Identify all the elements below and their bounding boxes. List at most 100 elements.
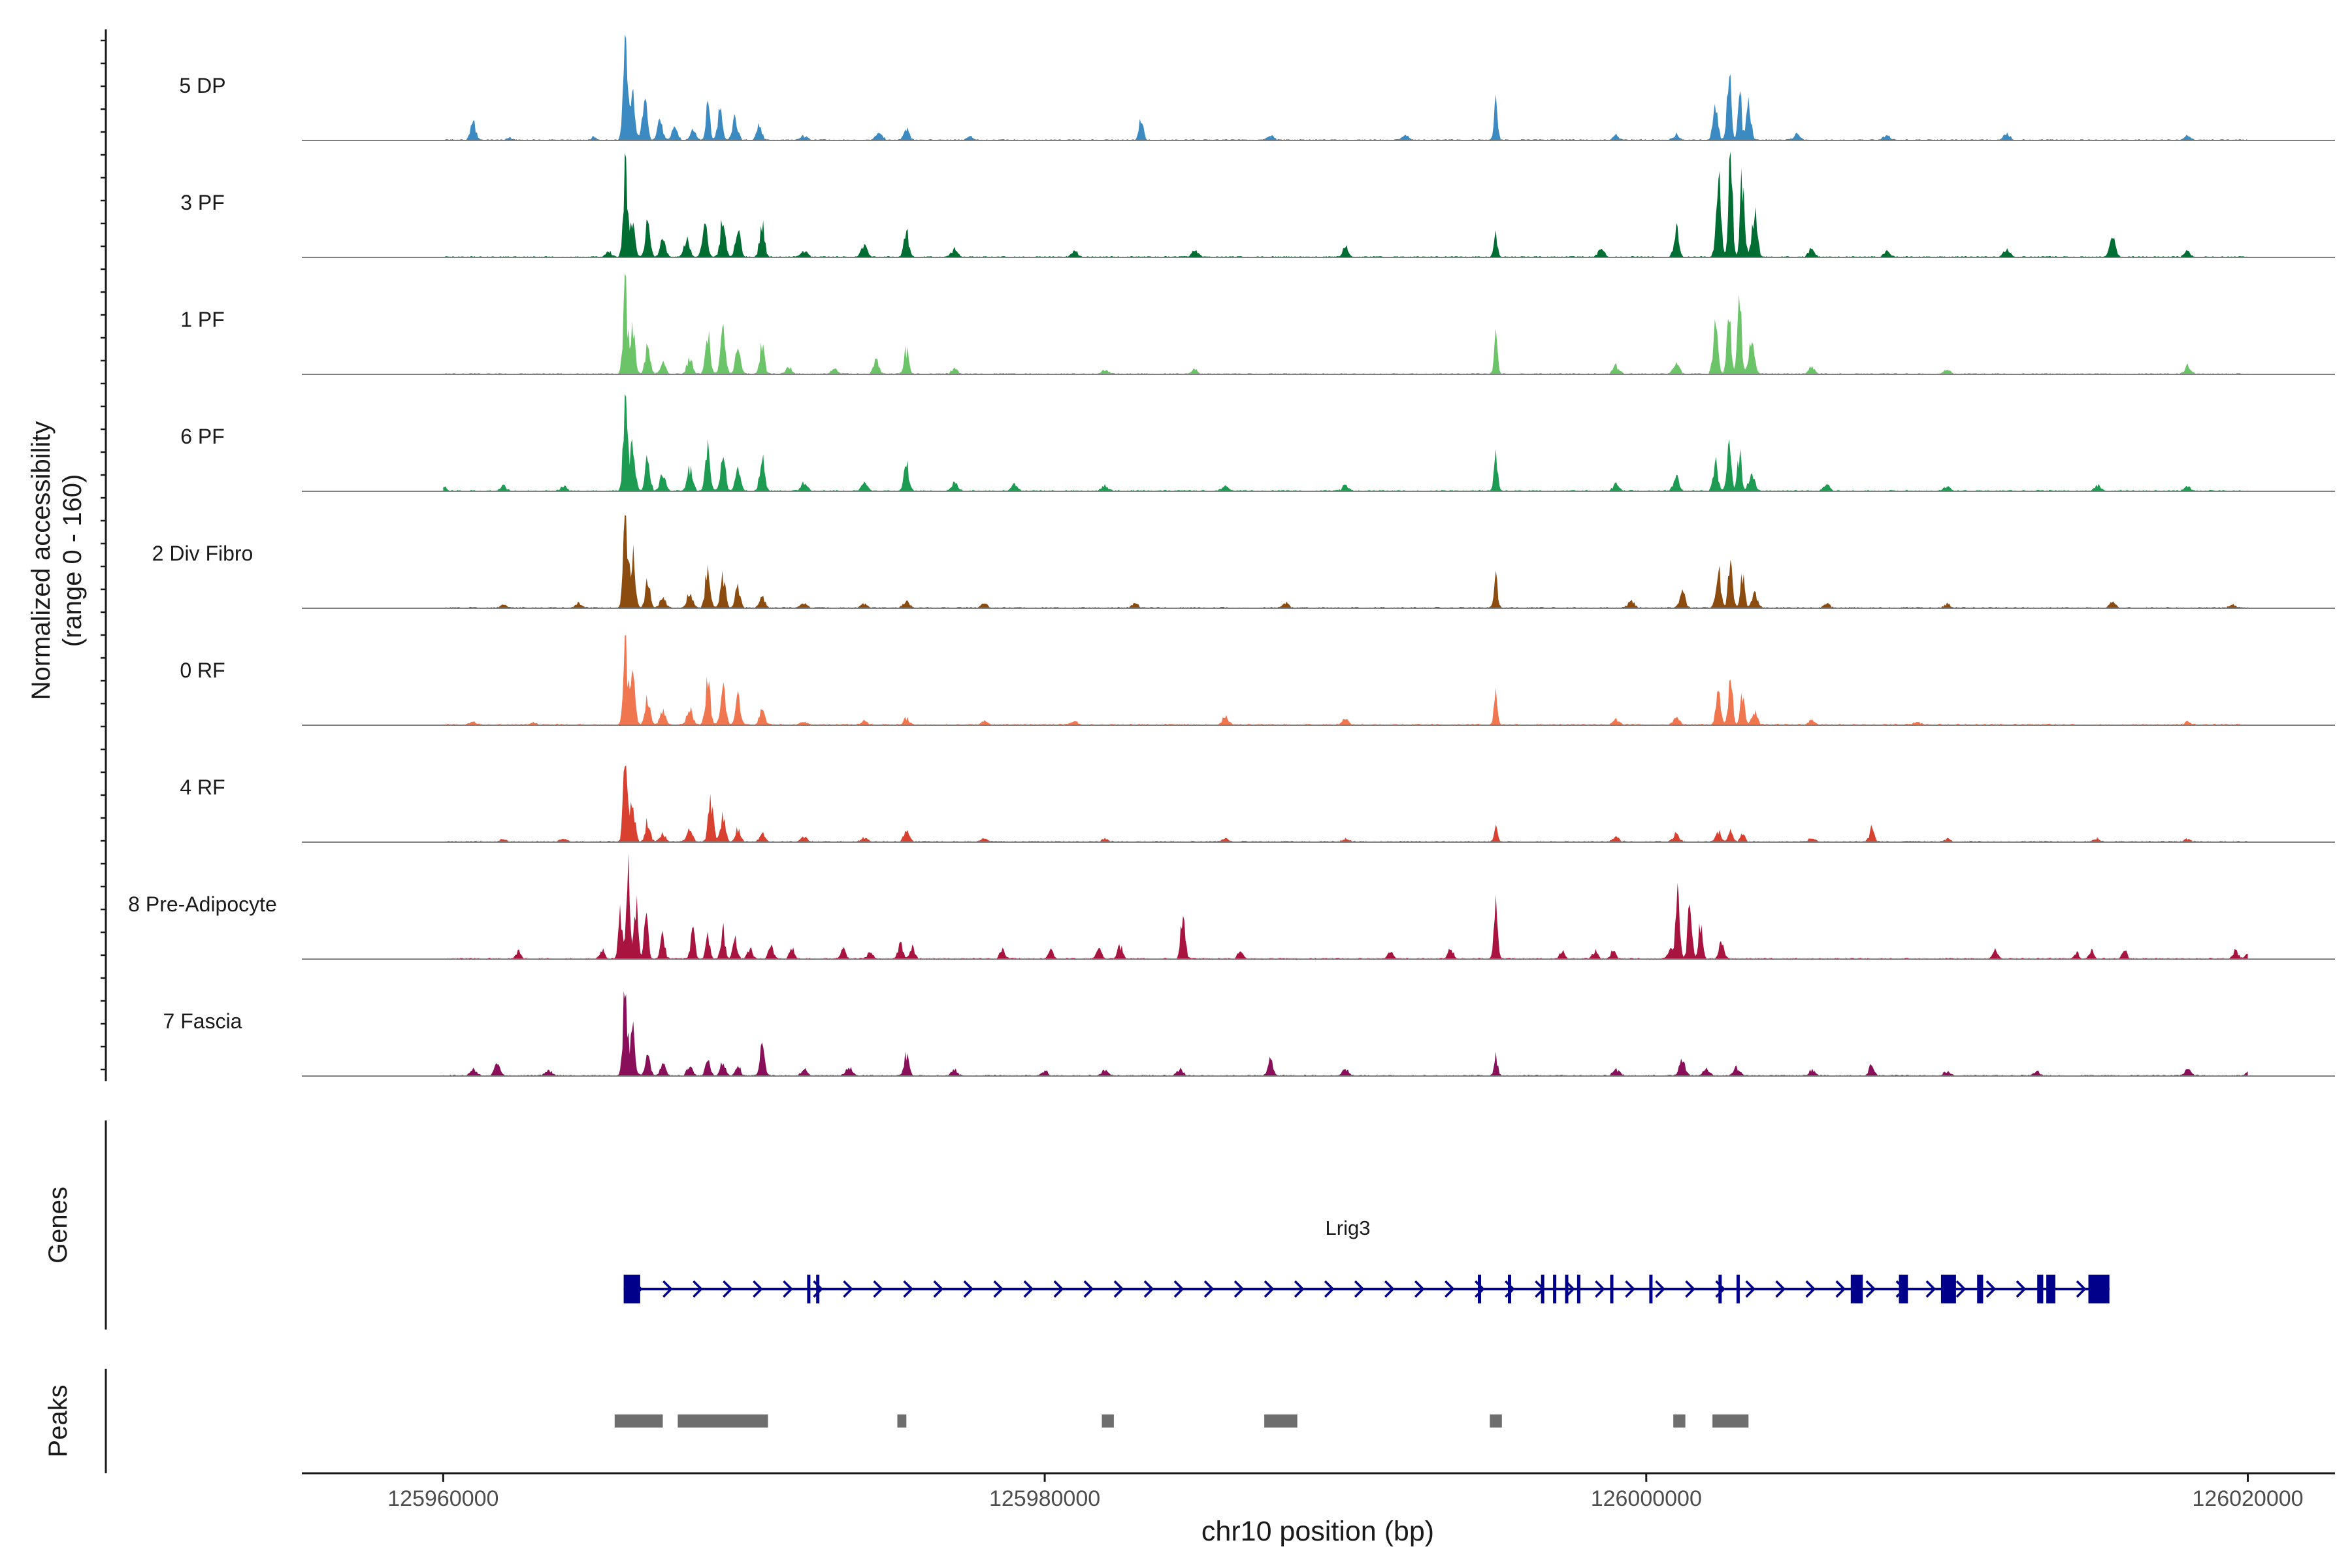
gene-exon xyxy=(2037,1275,2044,1303)
strand-arrow xyxy=(2076,1280,2087,1298)
track-label: 6 PF xyxy=(180,425,225,448)
track-label: 2 Div Fibro xyxy=(152,542,253,565)
gene-exon xyxy=(1736,1275,1740,1303)
y-axis-title-line1: Normalized accessibility xyxy=(27,421,56,700)
coverage-y-axis-ticks xyxy=(101,39,106,1071)
strand-arrow xyxy=(1985,1280,1997,1298)
track-label: 4 RF xyxy=(180,776,225,799)
x-tick-label: 126020000 xyxy=(2192,1486,2303,1511)
peak-region xyxy=(1264,1414,1298,1428)
strand-arrow xyxy=(1925,1280,1936,1298)
strand-arrow xyxy=(2016,1280,2027,1298)
peak-region xyxy=(1490,1414,1502,1428)
x-tick-label: 126000000 xyxy=(1591,1486,1702,1511)
strand-arrow xyxy=(1113,1280,1124,1298)
peaks-panel-label: Peaks xyxy=(44,1384,73,1457)
strand-arrow xyxy=(873,1280,884,1298)
gene-exon xyxy=(1478,1275,1481,1303)
strand-arrow xyxy=(1264,1280,1275,1298)
strand-arrow xyxy=(753,1280,763,1298)
gene-exon xyxy=(1899,1275,1908,1303)
coverage-area xyxy=(443,765,2248,842)
coverage-area xyxy=(443,514,2248,608)
strand-arrow xyxy=(1655,1280,1665,1298)
x-axis-title: chr10 position (bp) xyxy=(1201,1516,1434,1547)
strand-arrow xyxy=(1745,1280,1756,1298)
gene-exon xyxy=(1718,1275,1722,1303)
coverage-track xyxy=(302,35,2335,141)
strand-arrow xyxy=(963,1280,974,1298)
peak-regions xyxy=(614,1414,1749,1428)
gene-exon xyxy=(1565,1275,1569,1303)
gene-exon xyxy=(1553,1275,1557,1303)
coverage-track xyxy=(302,152,2335,258)
strand-arrow xyxy=(1023,1280,1034,1298)
gene-exon xyxy=(1940,1275,1956,1303)
strand-arrow xyxy=(903,1280,914,1298)
gene-exon xyxy=(623,1275,640,1303)
strand-arrow xyxy=(1053,1280,1064,1298)
coverage-track xyxy=(302,991,2335,1077)
gene-exon xyxy=(1541,1275,1544,1303)
x-axis-ticks: 125960000 125980000 126000000 126020000 xyxy=(387,1473,2304,1511)
coverage-track xyxy=(302,765,2335,843)
strand-arrow xyxy=(1294,1280,1305,1298)
strand-arrow xyxy=(1685,1280,1695,1298)
gene-exon xyxy=(1610,1275,1614,1303)
track-label: 3 PF xyxy=(180,191,225,214)
strand-arrow xyxy=(1775,1280,1786,1298)
x-tick-label: 125980000 xyxy=(989,1486,1100,1511)
strand-arrow xyxy=(783,1280,793,1298)
coverage-area xyxy=(443,152,2248,257)
coverage-area xyxy=(443,853,2248,959)
coverage-track xyxy=(302,273,2335,375)
coverage-track xyxy=(302,853,2335,960)
peak-region xyxy=(897,1414,907,1428)
strand-arrow xyxy=(1143,1280,1154,1298)
strand-arrow xyxy=(723,1280,733,1298)
strand-arrow xyxy=(1445,1280,1455,1298)
strand-arrow xyxy=(1384,1280,1395,1298)
coverage-area xyxy=(443,394,2248,491)
gene-exon xyxy=(1508,1275,1511,1303)
gene-exon xyxy=(1649,1275,1653,1303)
track-label: 5 DP xyxy=(179,74,225,97)
peak-region xyxy=(1712,1414,1749,1428)
gene-exon xyxy=(1576,1275,1580,1303)
track-label: 8 Pre-Adipocyte xyxy=(128,892,277,916)
y-axis-title-line2: (range 0 - 160) xyxy=(58,474,87,647)
coverage-tracks xyxy=(302,35,2335,1077)
strand-arrow xyxy=(1955,1280,1967,1298)
gene-model xyxy=(623,1275,2110,1303)
gene-exon xyxy=(1977,1275,1984,1303)
track-label: 0 RF xyxy=(180,659,225,682)
coverage-area xyxy=(443,635,2248,725)
x-tick-label: 125960000 xyxy=(387,1486,498,1511)
coverage-track xyxy=(302,514,2335,609)
gene-exon xyxy=(2046,1275,2055,1303)
strand-arrow xyxy=(1173,1280,1184,1298)
coverage-track xyxy=(302,394,2335,492)
peak-region xyxy=(678,1414,768,1428)
strand-arrow xyxy=(1625,1280,1635,1298)
strand-arrow xyxy=(1865,1280,1876,1298)
peak-region xyxy=(1673,1414,1686,1428)
peak-region xyxy=(1102,1414,1114,1428)
gene-exon xyxy=(1850,1275,1863,1303)
coverage-area xyxy=(443,273,2248,374)
peak-region xyxy=(614,1414,663,1428)
strand-arrow xyxy=(843,1280,853,1298)
strand-arrow xyxy=(993,1280,1004,1298)
track-labels: 5 DP 3 PF 1 PF 6 PF 2 Div Fibro 0 RF 4 RF 8 Pre… xyxy=(128,74,277,1033)
gene-exon xyxy=(2088,1275,2110,1303)
strand-arrow xyxy=(1354,1280,1365,1298)
strand-arrow xyxy=(693,1280,703,1298)
strand-arrow xyxy=(1835,1280,1846,1298)
coverage-track xyxy=(302,635,2335,726)
coverage-area xyxy=(443,991,2248,1076)
track-label: 7 Fascia xyxy=(163,1009,242,1033)
strand-arrow xyxy=(1203,1280,1215,1298)
strand-arrow xyxy=(933,1280,944,1298)
strand-arrow xyxy=(1805,1280,1816,1298)
